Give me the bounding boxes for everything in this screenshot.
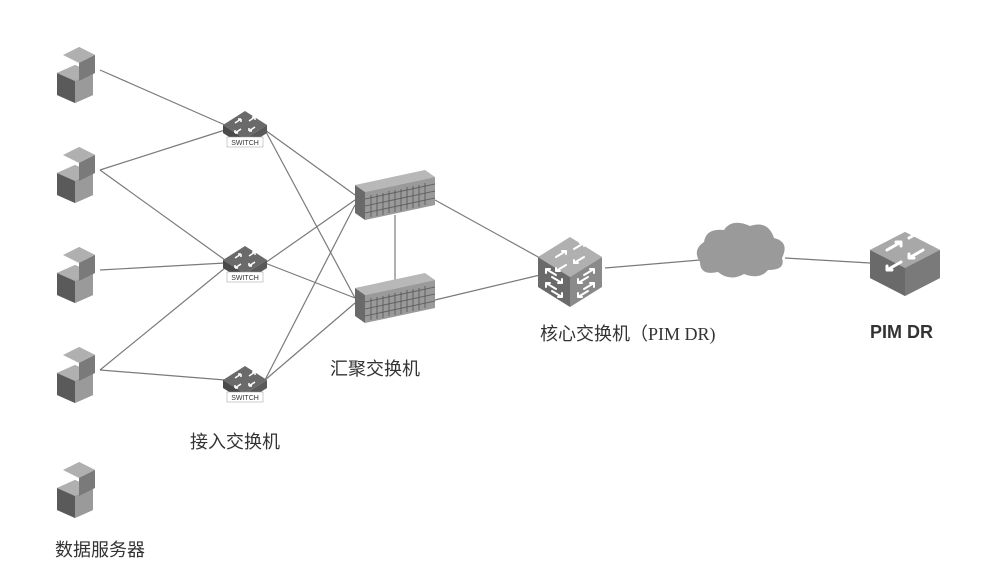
svg-text:SWITCH: SWITCH <box>231 275 259 282</box>
server-group <box>57 47 95 518</box>
server-icon <box>57 347 95 403</box>
server-icon <box>57 147 95 203</box>
server-icon <box>57 47 95 103</box>
pimdr-label: PIM DR <box>870 322 933 343</box>
access-switch-icon: SWITCH <box>223 366 267 402</box>
access-switch-group: SWITCH SWITCH <box>223 111 267 402</box>
server-icon <box>57 247 95 303</box>
core-switch-icon <box>538 237 602 307</box>
servers-label: 数据服务器 <box>55 536 145 562</box>
svg-text:SWITCH: SWITCH <box>231 140 259 147</box>
pimdr-router-icon <box>870 230 940 296</box>
cloud-icon <box>697 223 785 278</box>
access-label: 接入交换机 <box>190 428 280 454</box>
server-icon <box>57 462 95 518</box>
core-label: 核心交换机（PIM DR) <box>540 320 716 346</box>
svg-text:SWITCH: SWITCH <box>231 395 259 402</box>
aggregation-switch-icon <box>355 170 435 220</box>
aggregation-label: 汇聚交换机 <box>330 355 420 381</box>
network-diagram: SWITCH SWITCH <box>0 0 1000 575</box>
aggregation-switch-icon <box>355 273 435 323</box>
access-switch-icon: SWITCH <box>223 111 267 147</box>
access-switch-icon: SWITCH <box>223 246 267 282</box>
